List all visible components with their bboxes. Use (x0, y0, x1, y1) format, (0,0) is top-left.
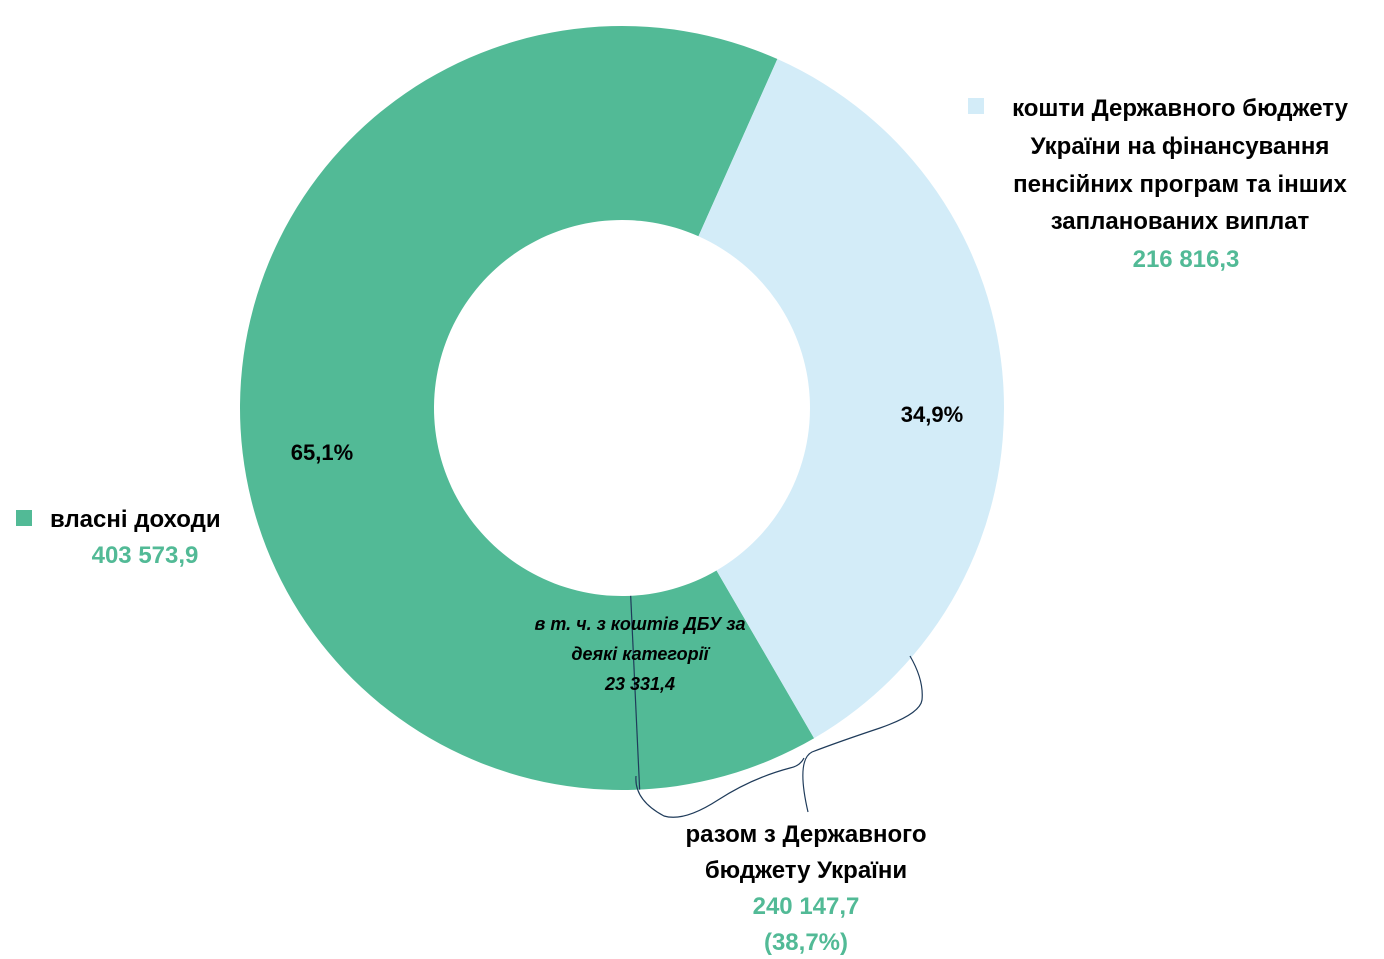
sub-segment-value: 23 331,4 (604, 674, 675, 694)
slice-own-revenue (240, 25, 815, 790)
legend-value-own-revenue: 403 573,9 (92, 542, 199, 569)
legend-own-revenue: власні доходи 403 573,9 (16, 506, 221, 569)
legend-label-own-revenue: власні доходи (50, 506, 221, 533)
combined-brackets (635, 655, 923, 818)
legend-marker-own-revenue (16, 510, 32, 526)
sub-segment-note: в т. ч. з коштів ДБУ за деякі категорії … (534, 614, 745, 694)
slice-state-budget (698, 59, 1004, 739)
combined-label-line-2: бюджету України (705, 857, 907, 884)
sub-segment-label-line-1: в т. ч. з коштів ДБУ за (534, 614, 745, 634)
donut-ring (240, 25, 1004, 790)
bracket-left (635, 757, 805, 818)
legend-value-state-budget: 216 816,3 (1133, 246, 1240, 273)
legend-state-budget: кошти Державного бюджету України на фіна… (968, 95, 1349, 273)
legend-label-state-budget-line-1: кошти Державного бюджету (1012, 95, 1349, 122)
combined-annotation: разом з Державного бюджету України 240 1… (686, 821, 927, 956)
legend-label-state-budget-line-2: України на фінансування (1031, 133, 1330, 160)
legend-label-state-budget-line-3: пенсійних програм та інших (1013, 171, 1347, 198)
bracket-right (802, 655, 923, 813)
sub-segment-label-line-2: деякі категорії (571, 644, 710, 664)
combined-value: 240 147,7 (753, 893, 860, 920)
sub-segment-divider (630, 595, 641, 790)
combined-percent: (38,7%) (764, 929, 848, 956)
combined-label-line-1: разом з Державного (686, 821, 927, 848)
legend-label-state-budget-line-4: запланованих виплат (1051, 208, 1310, 235)
percent-label-state-budget: 34,9% (901, 402, 963, 427)
legend-marker-state-budget (968, 98, 984, 114)
percent-label-own-revenue: 65,1% (291, 440, 353, 465)
